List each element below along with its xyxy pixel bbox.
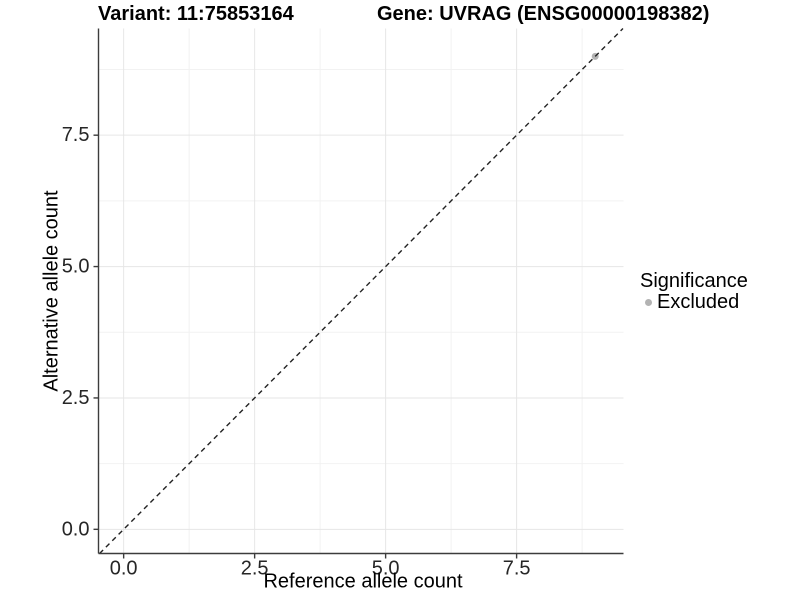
legend-title: Significance	[640, 270, 748, 292]
legend-item-excluded: Excluded	[640, 292, 748, 313]
legend-item-label: Excluded	[657, 291, 740, 313]
identity-reference-line	[99, 28, 624, 554]
x-tick-label: 0.0	[110, 558, 138, 580]
plot-title-gene: Gene: UVRAG (ENSG00000198382)	[377, 3, 710, 25]
y-tick-label: 5.0	[62, 256, 90, 278]
y-axis-label: Alternative allele count	[40, 190, 63, 392]
x-axis-label: Reference allele count	[263, 570, 463, 593]
legend: Significance Excluded	[640, 271, 748, 313]
excluded-point-marker	[645, 299, 652, 306]
y-tick-label: 0.0	[62, 518, 90, 540]
x-tick-label: 2.5	[241, 558, 269, 580]
y-tick-label: 7.5	[62, 124, 90, 146]
x-tick-label: 7.5	[503, 558, 531, 580]
plot-title-variant: Variant: 11:75853164	[98, 3, 294, 25]
x-tick-label: 5.0	[372, 558, 400, 580]
y-tick-label: 2.5	[62, 387, 90, 409]
